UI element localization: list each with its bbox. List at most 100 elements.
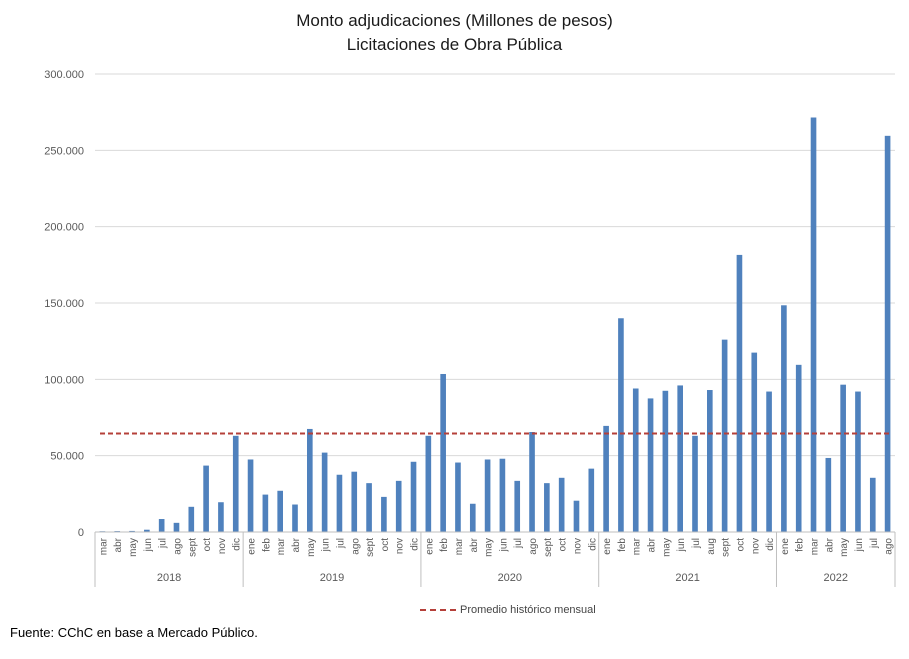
source-note: Fuente: CChC en base a Mercado Público. — [10, 625, 258, 640]
bar — [795, 364, 802, 532]
year-group-label: 2021 — [675, 572, 699, 584]
x-tick-label: oct — [202, 538, 213, 552]
bar — [425, 435, 432, 532]
bar — [632, 388, 639, 532]
bar — [736, 254, 743, 532]
legend-label: Promedio histórico mensual — [460, 604, 596, 616]
bar — [884, 135, 891, 532]
x-tick-label: aug — [706, 538, 717, 555]
bar — [455, 462, 461, 532]
x-tick-label: dic — [410, 538, 421, 551]
x-tick-label: may — [661, 538, 672, 557]
x-tick-label: dic — [765, 538, 776, 551]
y-tick-label: 200.000 — [44, 222, 84, 234]
bar — [781, 305, 787, 532]
x-tick-label: jul — [158, 538, 169, 549]
x-tick-label: dic — [587, 538, 598, 551]
bar — [173, 522, 180, 532]
x-tick-label: may — [484, 538, 495, 557]
x-tick-label: abr — [113, 537, 124, 552]
bar — [529, 432, 535, 532]
x-tick-label: jun — [854, 538, 865, 552]
x-tick-label: abr — [824, 537, 835, 552]
x-tick-label: abr — [469, 537, 480, 552]
x-tick-label: jul — [335, 538, 346, 549]
x-tick-label: feb — [795, 538, 806, 552]
x-tick-label: feb — [439, 538, 450, 552]
x-tick-label: nov — [750, 538, 761, 554]
x-tick-label: jul — [513, 538, 524, 549]
y-tick-label: 150.000 — [44, 298, 84, 310]
bar — [410, 461, 417, 532]
bar — [218, 502, 224, 532]
bar — [588, 468, 595, 532]
bar — [277, 490, 283, 532]
legend: Promedio histórico mensual — [420, 604, 596, 616]
bar — [469, 503, 476, 532]
bar — [558, 477, 565, 532]
x-tick-label: jul — [869, 538, 880, 549]
x-tick-label: ene — [602, 538, 613, 555]
bar — [825, 457, 832, 532]
y-tick-label: 300.000 — [44, 69, 84, 81]
bar — [707, 390, 713, 532]
bar — [484, 459, 491, 532]
x-tick-label: jun — [321, 538, 332, 552]
x-tick-label: mar — [810, 537, 821, 555]
x-tick-label: ene — [780, 538, 791, 555]
chart-title: Monto adjudicaciones (Millones de pesos) — [296, 11, 613, 30]
bar — [158, 519, 165, 532]
bar — [129, 530, 135, 532]
bar — [692, 435, 698, 532]
y-tick-label: 250.000 — [44, 145, 84, 157]
bar — [232, 435, 239, 532]
legend-dashed-line-swatch — [420, 609, 456, 611]
x-tick-label: feb — [261, 538, 272, 552]
y-tick-label: 0 — [78, 527, 84, 539]
bar — [336, 474, 343, 532]
x-tick-label: oct — [380, 538, 391, 552]
x-tick-label: oct — [558, 538, 569, 552]
bar — [869, 477, 876, 532]
x-tick-label: nov — [217, 538, 228, 554]
bar — [855, 391, 861, 532]
x-tick-label: mar — [98, 537, 109, 555]
x-tick-label: ago — [350, 538, 361, 555]
x-tick-label: jul — [691, 538, 702, 549]
x-tick-label: ene — [247, 538, 258, 555]
bar — [514, 480, 521, 532]
bar — [440, 373, 446, 532]
bar — [603, 425, 609, 532]
x-tick-label: sept — [365, 538, 376, 557]
x-tick-label: jun — [143, 538, 154, 552]
bar — [544, 483, 550, 532]
x-tick-label: may — [128, 538, 139, 557]
x-tick-label: feb — [617, 538, 628, 552]
bar — [351, 471, 358, 532]
x-tick-label: oct — [735, 538, 746, 552]
x-tick-label: ago — [172, 538, 183, 555]
bar — [573, 500, 580, 532]
year-group-label: 2018 — [157, 572, 181, 584]
y-tick-label: 50.000 — [50, 451, 84, 463]
year-group-label: 2022 — [823, 572, 847, 584]
bar — [840, 384, 846, 532]
x-tick-label: abr — [291, 537, 302, 552]
x-tick-label: may — [839, 538, 850, 557]
year-group-label: 2019 — [320, 572, 344, 584]
bar — [307, 428, 313, 532]
x-tick-label: sept — [721, 538, 732, 557]
x-tick-label: ene — [424, 538, 435, 555]
bar — [366, 483, 372, 532]
x-tick-label: abr — [647, 537, 658, 552]
year-group-label: 2020 — [498, 572, 522, 584]
x-tick-label: ago — [528, 538, 539, 555]
bar — [618, 318, 624, 532]
x-tick-label: jun — [676, 538, 687, 552]
bar — [247, 459, 254, 532]
chart-subtitle: Licitaciones de Obra Pública — [346, 35, 563, 54]
bar — [647, 398, 654, 532]
x-tick-label: sept — [543, 538, 554, 557]
bar — [292, 504, 298, 532]
